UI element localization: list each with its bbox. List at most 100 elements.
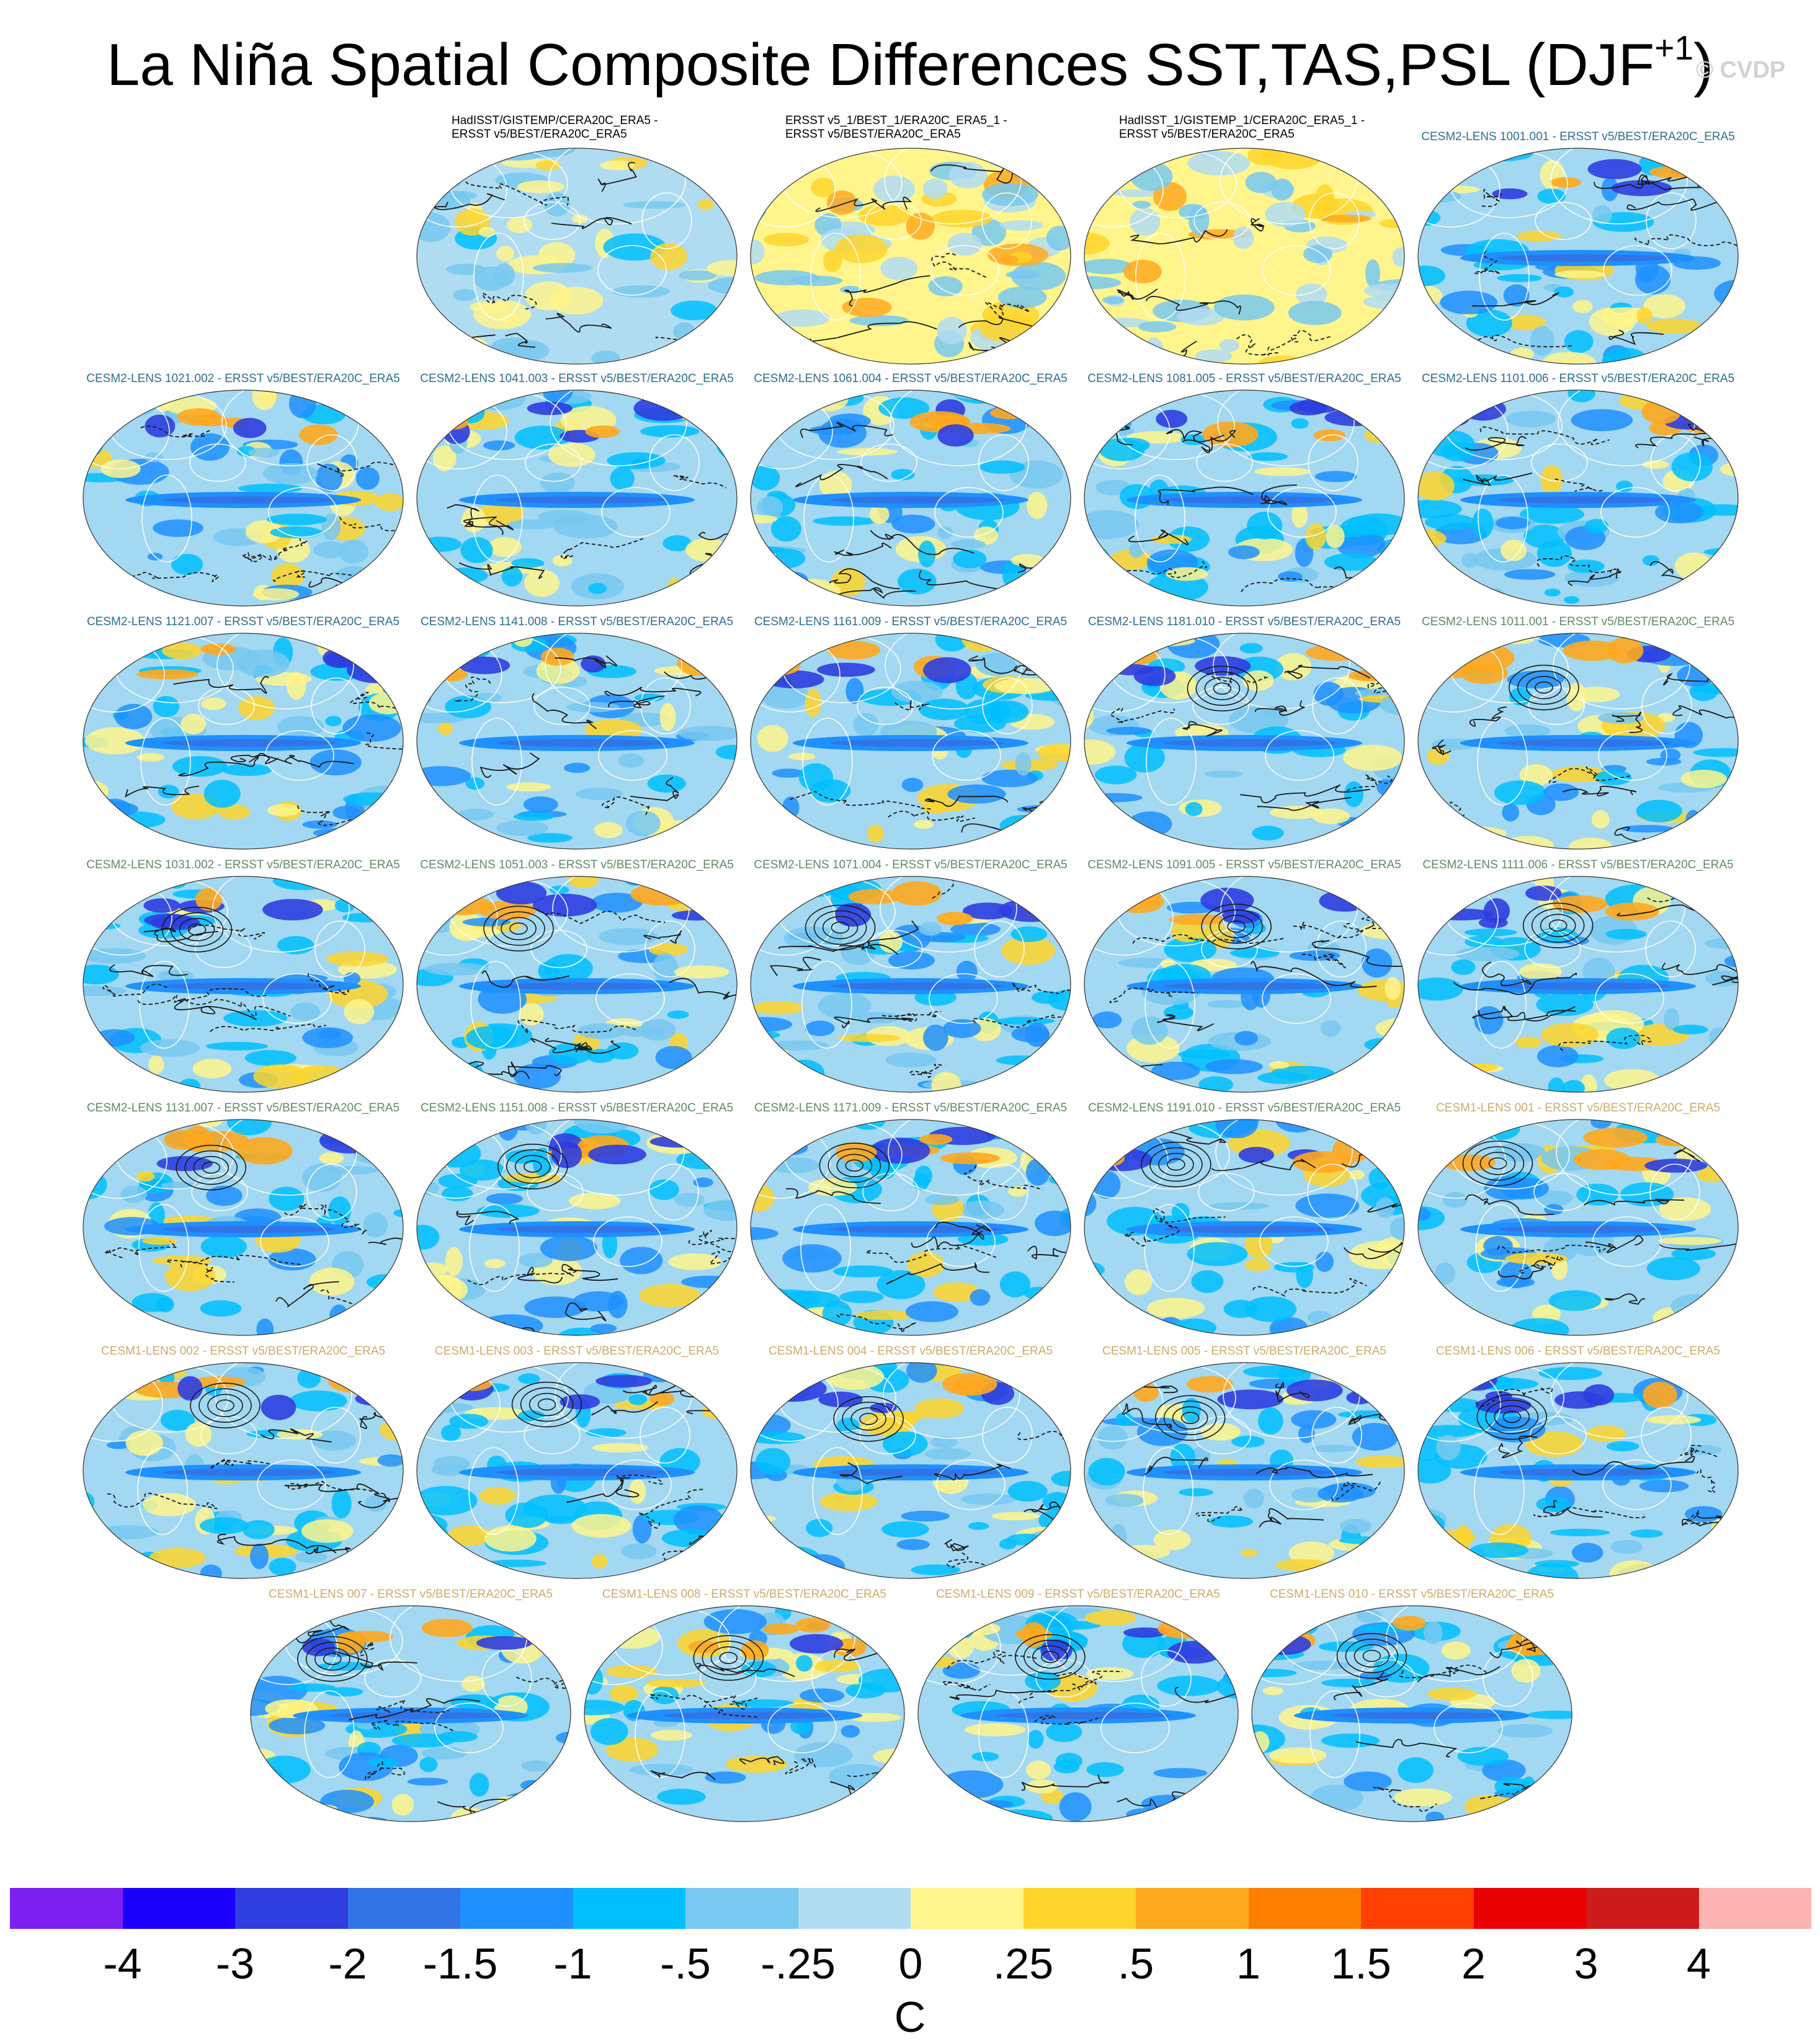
anomaly-blob: [1616, 480, 1633, 492]
coastline: [1141, 1650, 1192, 1707]
anomaly-blob: [770, 516, 801, 542]
legend-swatch: [911, 1888, 1024, 1929]
anomaly-blob: [568, 876, 599, 889]
anomaly-blob: [673, 322, 696, 341]
psl-contour-positive: [1182, 430, 1237, 453]
anomaly-blob: [469, 1773, 489, 1797]
anomaly-blob: [538, 510, 591, 523]
high-latitude-anomaly: [1305, 644, 1369, 661]
anomaly-blob: [201, 697, 226, 710]
anomaly-blob: [1595, 770, 1632, 786]
high-latitude-anomaly: [450, 1376, 493, 1391]
coastline: [601, 487, 671, 538]
anomaly-blob: [533, 263, 593, 273]
panel-title-line: CESM2-LENS 1091.005 - ERSST v5/BEST/ERA2…: [1087, 858, 1401, 871]
psl-contour-negative: [324, 1209, 367, 1235]
anomaly-blob: [1418, 1053, 1448, 1069]
psl-contour-positive: [1256, 1466, 1373, 1479]
anomaly-blob: [538, 961, 560, 981]
panel-title: CESM2-LENS 1101.006 - ERSST v5/BEST/ERA2…: [1411, 372, 1746, 386]
anomaly-blob: [1166, 567, 1208, 581]
high-latitude-anomaly: [458, 656, 511, 674]
anomaly-blob: [417, 646, 474, 667]
psl-contour-positive: [1022, 393, 1071, 414]
psl-contour-positive: [176, 1144, 247, 1191]
coastline: [1144, 1204, 1195, 1292]
coastline: [1358, 1659, 1416, 1698]
anomaly-blob: [930, 1436, 957, 1448]
coastline: [1478, 474, 1528, 563]
psl-contour-negative: [1153, 1208, 1226, 1229]
anomaly-blob: [162, 643, 202, 659]
psl-contour-positive: [643, 930, 682, 944]
anomaly-blob: [999, 220, 1043, 231]
anomaly-blob: [1554, 270, 1605, 278]
coastline: [1045, 1606, 1183, 1682]
legend-tick-label: 3: [1574, 1939, 1599, 1988]
anomaly-blob: [1269, 806, 1324, 819]
psl-contour-positive: [839, 1462, 903, 1485]
anomaly-blob: [707, 260, 737, 277]
psl-contour-positive: [1362, 1650, 1381, 1662]
anomaly-blob: [1289, 950, 1340, 961]
psl-contour-positive: [1015, 1634, 1086, 1680]
robinson-map: [416, 876, 738, 1093]
anomaly-blob: [918, 1789, 935, 1800]
legend-tick-label: -4: [103, 1939, 142, 1988]
anomaly-blob: [250, 1543, 269, 1569]
high-latitude-anomaly: [818, 1391, 863, 1407]
anomaly-blob: [344, 1363, 388, 1368]
anomaly-blob: [754, 270, 819, 286]
map-panel: CESM2-LENS 1071.004 - ERSST v5/BEST/ERA2…: [743, 858, 1078, 1094]
anomaly-blob: [149, 1548, 206, 1568]
psl-contour-positive: [591, 1401, 658, 1416]
anomaly-blob: [1084, 1271, 1099, 1294]
psl-contour-negative: [1399, 1665, 1488, 1678]
psl-contour-positive: [710, 1646, 747, 1670]
anomaly-blob: [671, 300, 718, 321]
anomaly-blob: [1642, 555, 1660, 566]
anomaly-blob: [524, 1296, 586, 1318]
psl-contour-positive: [1517, 670, 1571, 705]
anomaly-blob: [783, 580, 801, 592]
panel-title: CESM2-LENS 1191.010 - ERSST v5/BEST/ERA2…: [1077, 1102, 1412, 1115]
anomaly-blob: [1418, 1435, 1446, 1461]
coastline: [552, 876, 690, 953]
anomaly-blob: [858, 205, 911, 226]
coastline: [481, 1650, 532, 1707]
anomaly-blob: [1097, 1425, 1128, 1450]
anomaly-blob: [666, 577, 684, 603]
anomaly-blob: [751, 331, 783, 340]
coastline: [1215, 1119, 1353, 1196]
coastline: [974, 920, 1025, 977]
high-latitude-anomaly: [347, 657, 403, 683]
high-latitude-anomaly: [741, 1640, 769, 1660]
anomaly-blob: [83, 1551, 123, 1571]
anomaly-blob: [1456, 148, 1501, 160]
psl-contour-positive: [935, 1221, 992, 1240]
anomaly-blob: [957, 1616, 975, 1638]
equatorial-cold-core: [1497, 1469, 1671, 1476]
high-latitude-anomaly: [1393, 1616, 1426, 1631]
psl-contour-positive: [520, 1387, 574, 1422]
anomaly-blob: [722, 432, 737, 446]
high-latitude-anomaly: [183, 1126, 212, 1152]
anomaly-blob: [1457, 1747, 1509, 1766]
anomaly-blob: [417, 896, 432, 917]
anomaly-blob: [83, 948, 146, 964]
coastline: [1533, 1173, 1590, 1211]
anomaly-blob: [1106, 726, 1151, 735]
anomaly-blob: [697, 198, 714, 210]
psl-contour-positive: [831, 921, 850, 934]
psl-contour-negative: [287, 1480, 386, 1495]
psl-contour-negative: [180, 1255, 303, 1268]
high-latitude-anomaly: [919, 1134, 953, 1145]
panel-title-line: CESM1-LENS 009 - ERSST v5/BEST/ERA20C_ER…: [936, 1588, 1220, 1601]
anomaly-blob: [1418, 977, 1463, 1001]
anomaly-blob: [1086, 1667, 1134, 1680]
anomaly-blob: [853, 713, 879, 737]
high-latitude-anomaly: [1156, 409, 1188, 428]
anomaly-blob: [441, 568, 488, 584]
anomaly-blob: [999, 814, 1050, 837]
high-latitude-anomaly: [496, 881, 547, 905]
